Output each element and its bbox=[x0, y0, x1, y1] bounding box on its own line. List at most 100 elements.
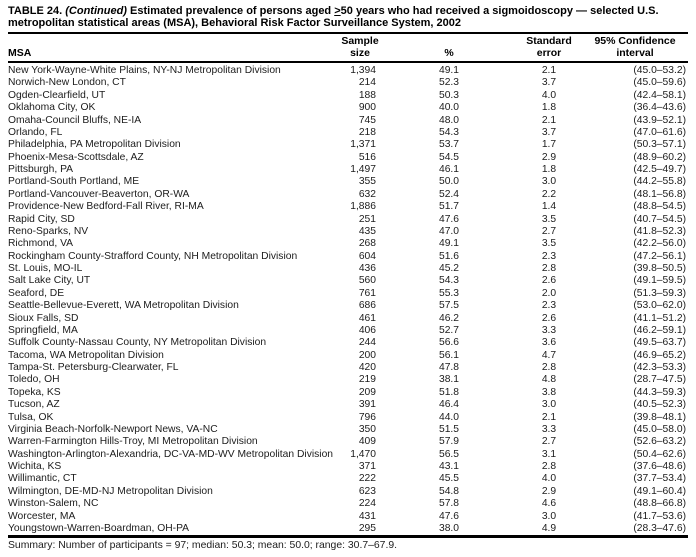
table-row: Topeka, KS 209 51.8 3.8 (44.3–59.3) bbox=[8, 387, 688, 399]
msa-cell: Salt Lake City, UT bbox=[8, 275, 91, 287]
sample-size-cell: 420 bbox=[358, 362, 376, 373]
percent-cell: 51.8 bbox=[438, 386, 460, 398]
confidence-interval-cell: (44.3–59.3) bbox=[633, 386, 686, 398]
msa-cell: St. Louis, MO-IL bbox=[8, 263, 83, 274]
standard-error-cell: 3.5 bbox=[541, 238, 557, 250]
table-row: Providence-New Bedford-Fall River, RI-MA… bbox=[8, 201, 688, 213]
percent-cell: 56.5 bbox=[438, 448, 460, 460]
confidence-interval-cell: (49.1–60.4) bbox=[633, 485, 686, 497]
sample-size-cell: 409 bbox=[358, 436, 376, 448]
sample-size-cell: 796 bbox=[358, 411, 376, 423]
sample-size-cell: 244 bbox=[358, 337, 376, 349]
confidence-interval-cell: (51.3–59.3) bbox=[633, 287, 686, 299]
title-text-rest: 50 years who had received a sigmoidoscop… bbox=[340, 5, 659, 17]
msa-cell: Pittsburgh, PA bbox=[8, 164, 74, 175]
msa-cell: Washington-Arlington-Alexandria, DC-VA-M… bbox=[8, 448, 334, 460]
percent-cell: 57.8 bbox=[438, 498, 460, 510]
standard-error-cell: 1.7 bbox=[541, 139, 557, 151]
table-row: Worcester, MA 431 47.6 3.0 (41.7–53.6) bbox=[8, 511, 688, 523]
standard-error-cell: 3.7 bbox=[541, 77, 557, 89]
sample-size-cell: 350 bbox=[358, 423, 376, 435]
standard-error-cell: 3.1 bbox=[541, 448, 557, 460]
table-row: Washington-Arlington-Alexandria, DC-VA-M… bbox=[8, 449, 688, 461]
sample-size-cell: 1,394 bbox=[350, 65, 376, 76]
percent-cell: 48.0 bbox=[438, 114, 460, 126]
standard-error-cell: 1.8 bbox=[541, 164, 557, 175]
table-row: Omaha-Council Bluffs, NE-IA 745 48.0 2.1… bbox=[8, 115, 688, 127]
percent-cell: 51.5 bbox=[438, 423, 460, 435]
percent-cell: 56.6 bbox=[438, 337, 460, 349]
percent-cell: 46.4 bbox=[438, 399, 460, 411]
column-header-sample-size: Sample size bbox=[338, 33, 382, 63]
percent-cell: 50.3 bbox=[438, 89, 460, 101]
percent-cell: 52.3 bbox=[438, 77, 460, 89]
table-row: Seaford, DE 761 55.3 2.0 (51.3–59.3) bbox=[8, 288, 688, 300]
confidence-interval-cell: (47.0–61.6) bbox=[633, 126, 686, 138]
percent-cell: 43.1 bbox=[438, 461, 460, 472]
standard-error-cell: 3.6 bbox=[541, 337, 557, 349]
table-row: Sioux Falls, SD 461 46.2 2.6 (41.1–51.2) bbox=[8, 313, 688, 325]
sample-size-cell: 188 bbox=[358, 89, 376, 101]
sample-size-cell: 745 bbox=[358, 114, 376, 126]
table-row: Seattle-Bellevue-Everett, WA Metropolita… bbox=[8, 300, 688, 312]
standard-error-cell: 3.0 bbox=[541, 399, 557, 411]
standard-error-cell: 2.8 bbox=[541, 362, 557, 373]
msa-cell: Virginia Beach-Norfolk-Newport News, VA-… bbox=[8, 423, 218, 435]
sample-size-cell: 623 bbox=[358, 485, 376, 497]
percent-cell: 44.0 bbox=[438, 411, 460, 423]
standard-error-cell: 2.6 bbox=[541, 275, 557, 287]
standard-error-cell: 2.6 bbox=[541, 312, 557, 324]
confidence-interval-cell: (46.9–65.2) bbox=[633, 349, 686, 361]
percent-cell: 52.7 bbox=[438, 324, 460, 336]
table-row: Toledo, OH 219 38.1 4.8 (28.7–47.5) bbox=[8, 374, 688, 386]
percent-cell: 49.1 bbox=[438, 65, 460, 76]
standard-error-cell: 4.8 bbox=[541, 374, 557, 386]
standard-error-cell: 4.0 bbox=[541, 473, 557, 485]
standard-error-cell: 2.8 bbox=[541, 461, 557, 472]
sample-size-cell: 218 bbox=[358, 126, 376, 138]
table-row: Winston-Salem, NC 224 57.8 4.6 (48.8–66.… bbox=[8, 498, 688, 510]
percent-cell: 54.3 bbox=[438, 126, 460, 138]
sample-size-cell: 371 bbox=[358, 461, 376, 472]
confidence-interval-cell: (41.8–52.3) bbox=[633, 225, 686, 237]
confidence-interval-cell: (50.4–62.6) bbox=[633, 448, 686, 460]
confidence-interval-cell: (49.5–63.7) bbox=[633, 337, 686, 349]
confidence-interval-cell: (28.7–47.5) bbox=[633, 374, 686, 386]
standard-error-cell: 2.9 bbox=[541, 485, 557, 497]
confidence-interval-cell: (42.2–56.0) bbox=[633, 238, 686, 250]
sample-size-cell: 1,886 bbox=[350, 201, 376, 213]
msa-cell: Rockingham County-Strafford County, NH M… bbox=[8, 250, 298, 262]
sample-size-cell: 516 bbox=[358, 151, 376, 163]
msa-cell: Topeka, KS bbox=[8, 386, 61, 398]
confidence-interval-cell: (37.6–48.6) bbox=[633, 461, 686, 472]
standard-error-cell: 3.0 bbox=[541, 510, 557, 522]
percent-cell: 49.1 bbox=[438, 238, 460, 250]
sample-size-cell: 224 bbox=[358, 498, 376, 510]
summary-line: Summary: Number of participants = 97; me… bbox=[8, 540, 398, 552]
percent-cell: 57.9 bbox=[438, 436, 460, 448]
header-row: MSA Sample size % Standard error 95% Con… bbox=[8, 33, 688, 63]
sample-size-cell: 761 bbox=[358, 287, 376, 299]
column-header-percent: % bbox=[382, 33, 516, 63]
confidence-interval-cell: (43.9–52.1) bbox=[633, 114, 686, 126]
table-row: Pittsburgh, PA 1,497 46.1 1.8 (42.5–49.7… bbox=[8, 164, 688, 176]
sample-size-cell: 604 bbox=[358, 250, 376, 262]
confidence-interval-cell: (40.5–52.3) bbox=[633, 399, 686, 411]
sample-size-cell: 1,371 bbox=[350, 139, 376, 151]
percent-cell: 47.0 bbox=[438, 225, 460, 237]
percent-cell: 47.6 bbox=[438, 213, 460, 225]
table-row: Wichita, KS 371 43.1 2.8 (37.6–48.6) bbox=[8, 461, 688, 473]
standard-error-cell: 4.6 bbox=[541, 498, 557, 510]
percent-cell: 55.3 bbox=[438, 287, 460, 299]
msa-cell: Wilmington, DE-MD-NJ Metropolitan Divisi… bbox=[8, 485, 213, 497]
table-body: New York-Wayne-White Plains, NY-NJ Metro… bbox=[8, 62, 688, 537]
table-row: Phoenix-Mesa-Scottsdale, AZ 516 54.5 2.9… bbox=[8, 152, 688, 164]
confidence-interval-cell: (52.6–63.2) bbox=[633, 436, 686, 448]
table-row: Springfield, MA 406 52.7 3.3 (46.2–59.1) bbox=[8, 325, 688, 337]
standard-error-cell: 2.7 bbox=[541, 225, 557, 237]
sample-size-cell: 632 bbox=[358, 188, 376, 200]
msa-cell: Sioux Falls, SD bbox=[8, 312, 79, 324]
standard-error-cell: 4.0 bbox=[541, 89, 557, 101]
msa-cell: Norwich-New London, CT bbox=[8, 77, 126, 89]
